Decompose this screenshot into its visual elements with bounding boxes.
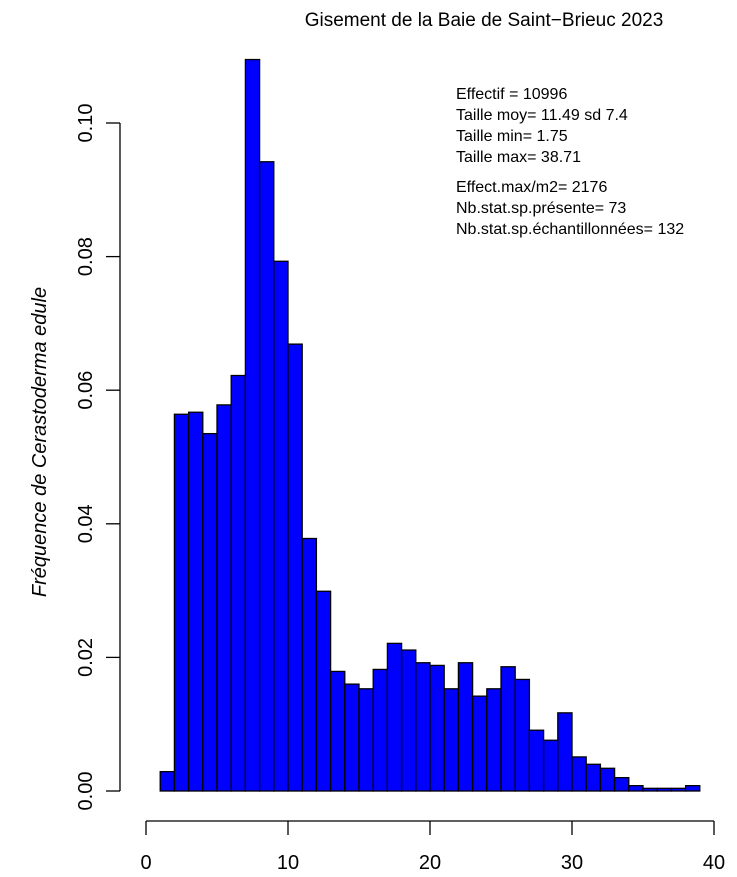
histogram-bar [400, 649, 417, 792]
y-axis-label-species: Cerastoderma edule [29, 287, 51, 468]
histogram-bar [173, 413, 190, 792]
stat-nb-stat-echantillonnees: Nb.stat.sp.échantillonnées= 132 [456, 221, 684, 238]
histogram-bar [216, 404, 232, 792]
histogram-bar [670, 787, 687, 792]
y-tick-label: 0.08 [75, 237, 97, 276]
y-axis-label-prefix: Fréquence de [29, 468, 51, 597]
stat-taille-max: Taille max= 38.71 [456, 149, 581, 166]
histogram-bar [287, 343, 303, 792]
y-axis: 0.00 0.02 0.04 0.06 0.08 0.10 [75, 104, 121, 811]
x-tick-label: 0 [140, 852, 151, 874]
stat-taille-min: Taille min= 1.75 [456, 128, 568, 145]
histogram-bar [187, 411, 204, 792]
histogram-bar [386, 642, 403, 792]
histogram-bar [542, 739, 559, 792]
histogram-bar [471, 695, 488, 792]
histogram-bar [443, 688, 460, 792]
stats-annotation: Effectif = 10996 Taille moy= 11.49 sd 7.… [456, 86, 684, 238]
y-tick-label: 0.00 [75, 772, 97, 811]
histogram-bar [514, 678, 531, 792]
histogram-bar [301, 537, 318, 792]
stat-nb-stat-presente: Nb.stat.sp.présente= 73 [456, 200, 626, 217]
histogram-bar [415, 662, 431, 792]
histogram-bar [273, 260, 289, 792]
x-tick-label: 10 [277, 852, 299, 874]
y-tick-label: 0.06 [75, 371, 97, 410]
histogram-bar [642, 787, 658, 792]
stat-effect-max-m2: Effect.max/m2= 2176 [456, 179, 607, 196]
histogram-bar [244, 58, 261, 792]
x-axis: 0 10 20 30 40 [140, 820, 725, 874]
stat-effectif: Effectif = 10996 [456, 86, 567, 103]
histogram-bar [372, 668, 389, 792]
x-tick-label: 20 [419, 852, 441, 874]
histogram-bar [628, 785, 644, 792]
histogram-bar [202, 432, 218, 792]
histogram-bar [329, 670, 346, 792]
histogram-bar [599, 767, 616, 792]
histogram-bars [159, 58, 701, 792]
stat-taille-moy: Taille moy= 11.49 sd 7.4 [456, 107, 628, 124]
y-tick-label: 0.02 [75, 638, 97, 677]
histogram-bar [613, 776, 630, 792]
histogram-bar [557, 712, 573, 792]
histogram-bar [429, 664, 445, 792]
histogram-bar [358, 688, 374, 792]
histogram-bar [500, 666, 516, 792]
histogram-bar [159, 770, 176, 792]
histogram-bar [656, 787, 673, 792]
histogram-bar [684, 785, 701, 792]
histogram-bar [344, 683, 360, 792]
histogram-bar [528, 729, 545, 792]
y-tick-label: 0.10 [75, 104, 97, 143]
x-tick-label: 40 [703, 852, 725, 874]
histogram-bar [230, 374, 247, 792]
histogram-bar [585, 763, 602, 792]
histogram-bar [258, 161, 275, 792]
histogram-bar [315, 590, 332, 792]
x-tick-label: 30 [561, 852, 583, 874]
histogram-bar [457, 662, 474, 792]
histogram-bar [486, 688, 502, 792]
y-tick-label: 0.04 [75, 504, 97, 543]
chart-title: Gisement de la Baie de Saint−Brieuc 2023 [305, 10, 664, 31]
y-axis-label: Fréquence de Cerastoderma edule [29, 287, 51, 597]
histogram-bar [571, 756, 587, 792]
